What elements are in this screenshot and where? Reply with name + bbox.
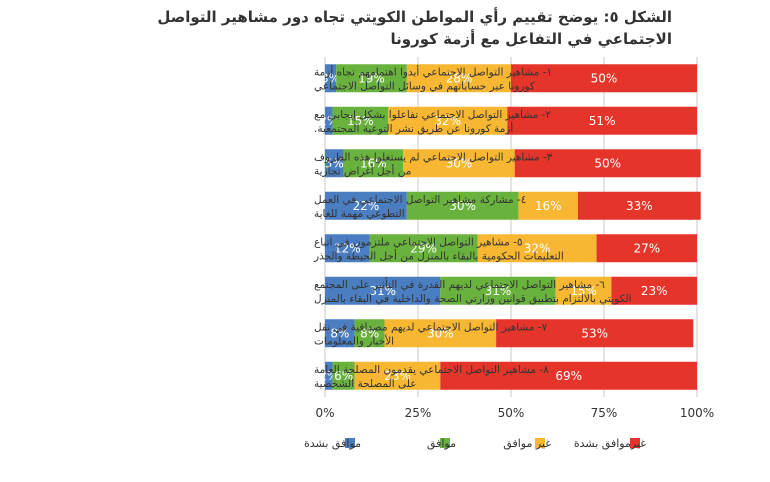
legend-swatch-1 — [345, 438, 355, 448]
bar-row6-series1 — [325, 276, 441, 305]
data-label-row4-series1: 22% — [353, 199, 380, 213]
category-label-7-line-2: الأخبار والمعلومات — [314, 334, 394, 347]
x-tick-label-3: 75% — [591, 406, 618, 420]
data-label-row7-series4: 53% — [581, 326, 608, 340]
category-label-6-line-1: ٦- مشاهير التواصل الاجتماعي لديهم القدرة… — [314, 277, 605, 291]
data-label-row6-series3: 15% — [570, 284, 597, 298]
bar-row4-series4 — [577, 191, 701, 220]
category-label-2-line-2: أزمة كورونا عن طريق نشر التوعية المجتمعي… — [314, 121, 513, 135]
data-label-row3-series1: 5% — [325, 156, 344, 170]
category-label-1-line-1: ١- مشاهير التواصل الاجتماعي أبدوا اهتمام… — [314, 64, 552, 78]
category-label-3-line-1: ٣- مشاهير التواصل الاجتماعي لم يستغلوا ه… — [314, 151, 553, 163]
data-label-row3-series2: 16% — [360, 156, 387, 170]
data-label-row5-series1: 12% — [334, 241, 361, 255]
data-label-row8-series4: 69% — [555, 369, 582, 383]
legend: موافق بشدة موافق غير موافق غيرموافق بشدة — [304, 437, 646, 451]
category-label-7-line-1: ٧- مشاهير التواصل الاجتماعي لديهم مصداقي… — [314, 321, 548, 333]
legend-swatch-4 — [630, 438, 640, 448]
legend-label-4: غيرموافق بشدة — [574, 437, 646, 451]
data-label-row5-series4: 27% — [633, 241, 660, 255]
data-label-row5-series3: 32% — [524, 241, 551, 255]
data-label-row1-series1: 3% — [321, 71, 340, 85]
category-label-4-line-1: ٤- مشاركة مشاهير التواصل الاجتماعي في ال… — [314, 194, 526, 206]
data-label-row6-series1: 31% — [369, 284, 396, 298]
bar-row1-series1 — [325, 64, 337, 93]
bar-row5-series2 — [369, 234, 478, 263]
data-label-row2-series4: 51% — [589, 114, 616, 128]
bar-row5-series4 — [596, 234, 697, 263]
category-label-4-line-2: التطوعي مهمة للغاية — [314, 208, 405, 220]
legend-label-2: موافق — [427, 437, 456, 451]
data-label-row3-series3: 30% — [446, 156, 473, 170]
data-label-row6-series4: 23% — [641, 284, 668, 298]
bar-row1-series4 — [511, 64, 697, 93]
bar-row3-series3 — [403, 149, 515, 178]
chart-title: الشكل ٥: يوضح تقييم رأي المواطن الكويتي … — [157, 8, 672, 48]
bar-row2-series1 — [325, 106, 333, 135]
data-label-row5-series2: 29% — [410, 241, 437, 255]
category-label-8-line-1: ٨- مشاهير التواصل الاجتماعي يقدمون المصل… — [314, 364, 549, 376]
category-label-1-line-2: كورونا عبر حساباتهم في وسائل التواصل الا… — [314, 80, 535, 92]
data-label-row7-series2: 8% — [360, 326, 379, 340]
category-label-5-line-2: التعليمات الحكومية بالبقاء بالمنزل من أج… — [313, 248, 564, 262]
bar-row3-series2 — [343, 149, 404, 178]
data-label-row1-series4: 50% — [591, 71, 618, 85]
data-label-row2-series2: 15% — [347, 114, 374, 128]
bar-row2-series4 — [507, 106, 697, 135]
x-tick-label-1: 25% — [405, 406, 432, 420]
bar-row7-series2 — [354, 319, 385, 348]
bar-row7-series3 — [384, 319, 497, 348]
bars: 3% 19% 28% 50%2% 15% 32% 51%5% 16% 30% 50%22% 30% 1… — [319, 64, 701, 390]
bar-row4-series2 — [406, 191, 519, 220]
bar-row5-series3 — [477, 234, 597, 263]
bar-row4-series3 — [518, 191, 578, 220]
bar-row8-series3 — [354, 361, 441, 390]
data-label-row4-series4: 33% — [626, 199, 653, 213]
data-label-row7-series1: 8% — [330, 326, 349, 340]
data-label-row4-series3: 16% — [535, 199, 562, 213]
data-label-row4-series2: 30% — [449, 199, 476, 213]
data-label-row8-series3: 23% — [384, 369, 411, 383]
bar-row6-series2 — [440, 276, 556, 305]
category-label-2-line-1: ٢- مشاهير التواصل الاجتماعي تفاعلوا بشكل… — [314, 109, 551, 121]
bar-row8-series4 — [440, 361, 697, 390]
data-label-row8-series2: 6% — [334, 369, 353, 383]
x-tick-label-4: 100% — [680, 406, 714, 420]
data-label-row3-series4: 50% — [594, 156, 621, 170]
data-label-row2-series3: 32% — [434, 114, 461, 128]
bar-row2-series2 — [332, 106, 389, 135]
bar-row8-series2 — [332, 361, 355, 390]
x-axis: 0% 25% 50% 75% 100% — [315, 406, 714, 420]
category-label-3-line-2: من أجل أغراض تجارية — [314, 163, 411, 177]
category-label-5-line-1: ٥- مشاهير التواصل الاجتماعي ملتزمون في ا… — [314, 236, 523, 248]
legend-label-1: موافق بشدة — [304, 437, 361, 451]
data-label-row1-series3: 28% — [446, 71, 473, 85]
bar-row6-series4 — [611, 276, 697, 305]
bar-row8-series1 — [325, 361, 333, 390]
bar-row4-series1 — [325, 191, 407, 220]
legend-label-3: غير موافق — [503, 437, 551, 451]
bar-row6-series3 — [555, 276, 612, 305]
data-label-row6-series2: 31% — [485, 284, 512, 298]
data-label-row1-series2: 19% — [358, 71, 385, 85]
data-label-row7-series3: 30% — [427, 326, 454, 340]
bar-row2-series3 — [388, 106, 508, 135]
bar-row5-series1 — [325, 234, 370, 263]
bar-row3-series4 — [514, 149, 701, 178]
category-labels: ١- مشاهير التواصل الاجتماعي أبدوا اهتمام… — [313, 64, 631, 390]
category-label-8-line-2: على المصلحة الشخصية — [314, 378, 417, 390]
bar-row1-series3 — [406, 64, 511, 93]
bar-row1-series2 — [336, 64, 407, 93]
bar-row7-series4 — [496, 319, 694, 348]
bar-row3-series1 — [325, 149, 344, 178]
category-label-6-line-2: الكويتي بالالتزام بتطبيق قوانين وزارتي ا… — [314, 293, 631, 305]
bar-row7-series1 — [325, 319, 355, 348]
x-tick-label-0: 0% — [315, 406, 334, 420]
legend-swatch-3 — [535, 438, 545, 448]
legend-swatch-2 — [440, 438, 450, 448]
x-tick-label-2: 50% — [498, 406, 525, 420]
